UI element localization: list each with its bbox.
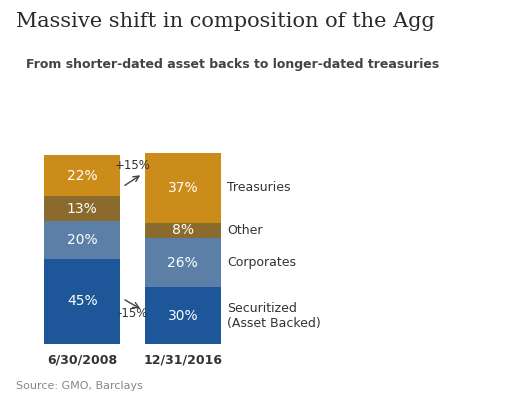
Text: Massive shift in composition of the Agg: Massive shift in composition of the Agg xyxy=(16,12,434,31)
Text: Source: GMO, Barclays: Source: GMO, Barclays xyxy=(16,381,142,391)
Text: 37%: 37% xyxy=(168,181,198,195)
Text: -15%: -15% xyxy=(117,307,148,320)
Bar xyxy=(145,238,221,287)
Text: 13%: 13% xyxy=(67,202,98,216)
Text: 22%: 22% xyxy=(67,169,98,183)
Bar xyxy=(145,153,221,223)
Bar xyxy=(44,196,120,221)
Text: Treasuries: Treasuries xyxy=(227,182,291,194)
Bar xyxy=(44,155,120,196)
Text: Corporates: Corporates xyxy=(227,256,296,269)
Text: 30%: 30% xyxy=(168,308,198,322)
Bar xyxy=(44,221,120,259)
Text: 20%: 20% xyxy=(67,233,98,247)
Bar xyxy=(44,259,120,344)
Text: 12/31/2016: 12/31/2016 xyxy=(143,354,222,366)
Text: 26%: 26% xyxy=(168,256,198,270)
Text: 45%: 45% xyxy=(67,294,98,308)
Bar xyxy=(145,223,221,238)
Text: 6/30/2008: 6/30/2008 xyxy=(47,354,117,366)
Text: Other: Other xyxy=(227,224,263,237)
Text: 8%: 8% xyxy=(172,223,194,237)
Text: +15%: +15% xyxy=(115,159,151,172)
Text: Securitized
(Asset Backed): Securitized (Asset Backed) xyxy=(227,302,321,330)
Bar xyxy=(145,287,221,344)
Text: From shorter-dated asset backs to longer-dated treasuries: From shorter-dated asset backs to longer… xyxy=(26,58,439,71)
